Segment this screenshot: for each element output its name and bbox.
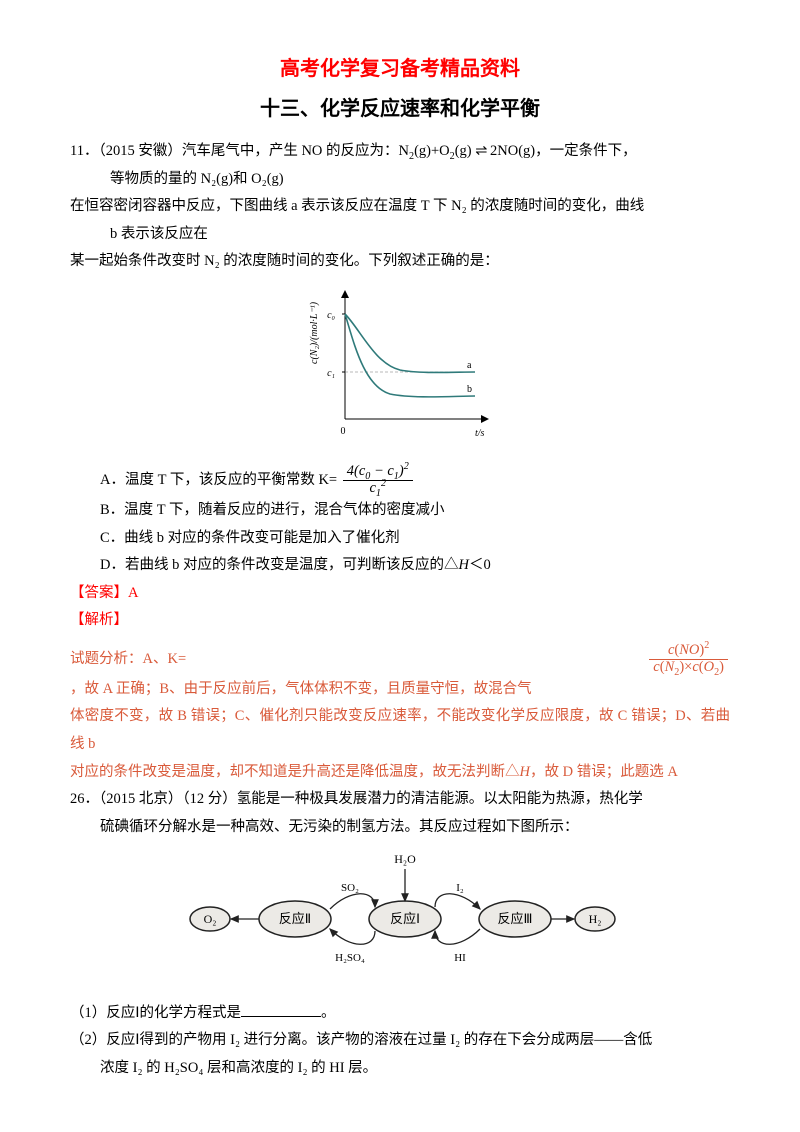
fill-blank [241, 1001, 321, 1017]
option-B: B．温度 T 下，随着反应的进行，混合气体的密度减小 [70, 497, 730, 525]
analysis-mid: ，故 A 正确；B、由于反应前后，气体体积不变，且质量守恒，故混合气 [70, 676, 532, 704]
q11-line1: 11．（2015 安徽）汽车尾气中，产生 NO 的反应为：N2(g)+O2(g)… [70, 138, 730, 166]
q11-line2: 等物质的量的 N₂(g)和 O₂(g) [70, 166, 730, 194]
option-C: C．曲线 b 对应的条件改变可能是加入了催化剂 [70, 525, 730, 553]
svg-text:t/s: t/s [475, 428, 485, 439]
svg-text:O₂: O₂ [204, 912, 217, 926]
svg-text:HI: HI [454, 952, 466, 964]
svg-text:H₂SO₄: H₂SO₄ [335, 952, 365, 964]
analysis-pre: 试题分析：A、K= [70, 646, 186, 674]
option-D-post: ＜0 [469, 557, 491, 573]
analysis-l3-H: H [520, 764, 530, 780]
doc-title-1: 高考化学复习备考精品资料 [70, 50, 730, 88]
q26-sub1: （1）反应Ⅰ的化学方程式是 。 [70, 1000, 730, 1028]
option-A-fraction: 4(c0 − c1)2 c12 [343, 464, 413, 497]
answer-line: 【答案】A [70, 580, 730, 608]
q26-line2: 硫碘循环分解水是一种高效、无污染的制氢方法。其反应过程如下图所示： [70, 814, 730, 842]
svg-text:SO₂: SO₂ [341, 882, 359, 894]
svg-text:c(N₂)/(mol·L⁻¹): c(N₂)/(mol·L⁻¹) [309, 301, 320, 364]
q11-text-d: 2NO(g)，一定条件下， [490, 143, 637, 159]
svg-text:反应Ⅱ: 反应Ⅱ [279, 911, 311, 926]
q26-sub2b: 浓度 I₂ 的 H₂SO₄ 层和高浓度的 I₂ 的 HI 层。 [70, 1055, 730, 1083]
analysis-l3-pre: 对应的条件改变是温度，却不知道是升高还是降低温度，故无法判断△ [70, 764, 520, 780]
option-D-pre: D．若曲线 b 对应的条件改变是温度，可判断该反应的△ [100, 557, 458, 573]
q26-sub1-pre: （1）反应Ⅰ的化学方程式是 [70, 1005, 241, 1021]
svg-text:I₂: I₂ [456, 882, 464, 894]
analysis-line3: 对应的条件改变是温度，却不知道是升高还是降低温度，故无法判断△H，故 D 错误；… [70, 759, 730, 787]
option-D: D．若曲线 b 对应的条件改变是温度，可判断该反应的△H＜0 [70, 552, 730, 580]
concentration-graph: c₀ c₁ a b 0 t/s c(N₂)/(mol·L⁻¹) [305, 284, 495, 444]
explain-tag: 【解析】 [70, 607, 730, 635]
svg-text:b: b [467, 384, 472, 395]
svg-text:反应Ⅰ: 反应Ⅰ [390, 911, 420, 926]
option-D-H: H [458, 557, 468, 573]
graph-figure: c₀ c₁ a b 0 t/s c(N₂)/(mol·L⁻¹) [70, 284, 730, 455]
svg-text:0: 0 [341, 426, 346, 437]
q11-text-c: (g) [455, 143, 472, 159]
svg-text:H₂O: H₂O [394, 852, 416, 866]
q11-text-a: 11．（2015 安徽）汽车尾气中，产生 NO 的反应为：N [70, 143, 409, 159]
analysis-line2: 体密度不变，故 B 错误；C、催化剂只能改变反应速率，不能改变化学反应限度，故 … [70, 703, 730, 758]
q26-sub2a: （2）反应Ⅰ得到的产物用 I₂ 进行分离。该产物的溶液在过量 I₂ 的存在下会分… [70, 1027, 730, 1055]
q11-line5: 某一起始条件改变时 N₂ 的浓度随时间的变化。下列叙述正确的是： [70, 248, 730, 276]
svg-text:a: a [467, 360, 472, 371]
analysis-fraction: c(NO)2 c(N2)×c(O2) [649, 643, 728, 676]
svg-text:c₁: c₁ [327, 368, 335, 379]
q26-sub1-post: 。 [321, 1005, 336, 1021]
analysis-l3-post: ，故 D 错误；此题选 A [530, 764, 678, 780]
equilibrium-arrow: ⇌ [475, 143, 486, 159]
sulfur-iodine-cycle: O₂ 反应Ⅱ 反应Ⅰ 反应Ⅲ H₂ H₂O SO₂ H₂SO₄ I₂ [180, 849, 620, 979]
svg-text:c₀: c₀ [327, 310, 335, 321]
option-A-text: A．温度 T 下，该反应的平衡常数 K= [100, 467, 337, 495]
cycle-diagram: O₂ 反应Ⅱ 反应Ⅰ 反应Ⅲ H₂ H₂O SO₂ H₂SO₄ I₂ [70, 849, 730, 990]
q11-line4: b 表示该反应在 [70, 221, 730, 249]
answer-tag: 【答案】 [70, 585, 128, 601]
q11-line3: 在恒容密闭容器中反应，下图曲线 a 表示该反应在温度 T 下 N₂ 的浓度随时间… [70, 193, 730, 221]
doc-title-2: 十三、化学反应速率和化学平衡 [70, 90, 730, 128]
option-A: A．温度 T 下，该反应的平衡常数 K= 4(c0 − c1)2 c12 [70, 464, 730, 497]
svg-text:反应Ⅲ: 反应Ⅲ [498, 911, 533, 926]
analysis-line1: 试题分析：A、K= c(NO)2 c(N2)×c(O2) ，故 A 正确；B、由… [70, 643, 730, 704]
svg-text:H₂: H₂ [589, 912, 602, 926]
q26-line1: 26．（2015 北京）（12 分）氢能是一种极具发展潜力的清洁能源。以太阳能为… [70, 786, 730, 814]
q11-text-b: (g)+O [414, 143, 450, 159]
answer-value: A [128, 585, 138, 601]
